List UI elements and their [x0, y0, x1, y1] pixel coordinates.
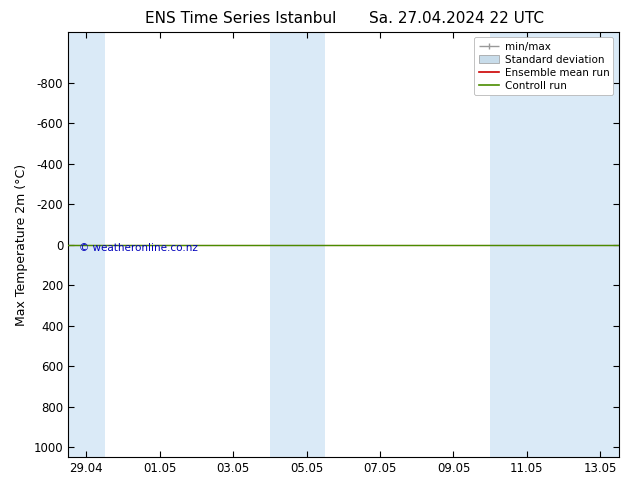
Bar: [545, 32, 619, 457]
Bar: [307, 32, 325, 457]
Bar: [490, 32, 545, 457]
Bar: [68, 32, 105, 457]
Y-axis label: Max Temperature 2m (°C): Max Temperature 2m (°C): [15, 164, 28, 326]
Text: Sa. 27.04.2024 22 UTC: Sa. 27.04.2024 22 UTC: [369, 11, 544, 26]
Text: © weatheronline.co.nz: © weatheronline.co.nz: [79, 243, 198, 253]
Legend: min/max, Standard deviation, Ensemble mean run, Controll run: min/max, Standard deviation, Ensemble me…: [474, 37, 614, 95]
Text: ENS Time Series Istanbul: ENS Time Series Istanbul: [145, 11, 337, 26]
Bar: [270, 32, 307, 457]
